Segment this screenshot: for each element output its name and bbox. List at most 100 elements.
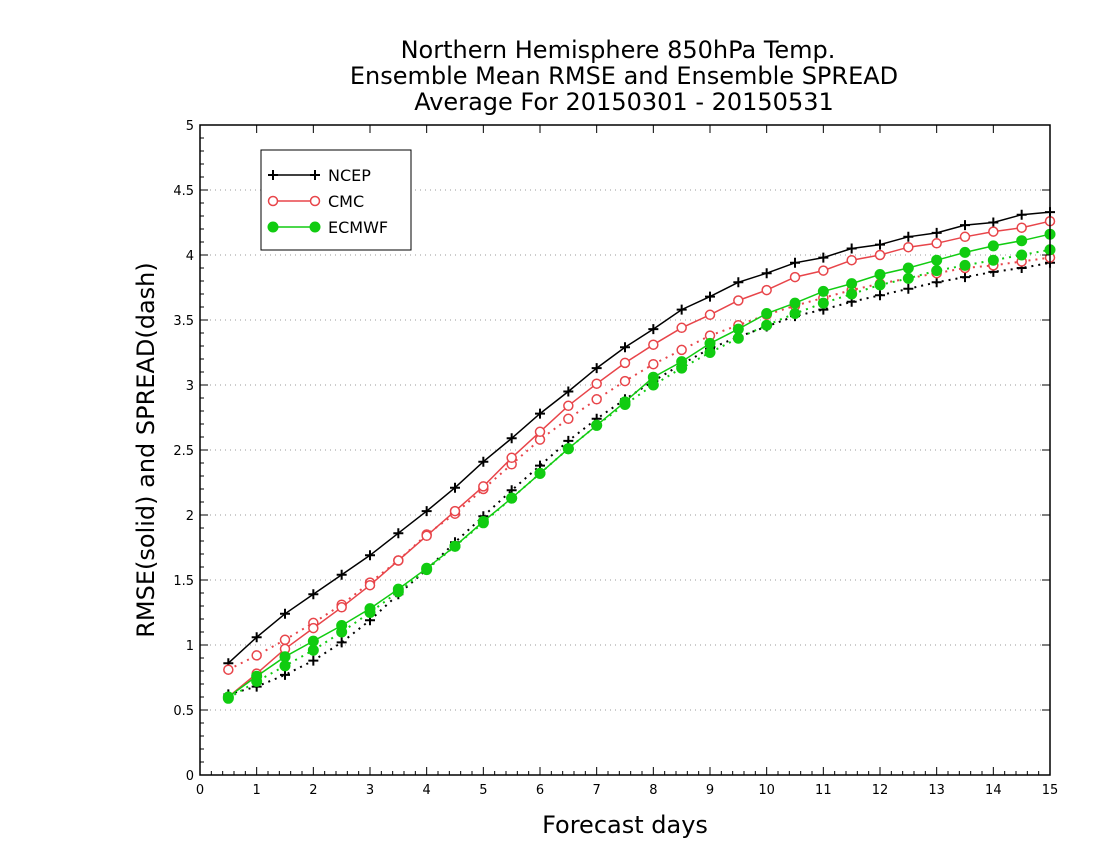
x-tick-label: 11 <box>815 783 832 798</box>
ncep-spread-point <box>875 290 885 301</box>
ecmwf-rmse-point <box>449 540 461 552</box>
ncep-rmse-point <box>591 363 602 374</box>
ncep-rmse-point <box>393 528 404 539</box>
y-tick-label: 4 <box>186 249 194 264</box>
cmc-rmse-point <box>874 249 886 261</box>
cmc-rmse-point <box>563 400 574 412</box>
ncep-rmse-point <box>251 632 262 643</box>
cmc-rmse-point <box>676 322 687 334</box>
ecmwf-spread-point <box>732 332 744 344</box>
cmc-rmse-point <box>789 271 801 283</box>
x-tick-label: 9 <box>706 783 714 798</box>
ecmwf-rmse-point <box>421 562 433 574</box>
ecmwf-rmse-point <box>647 371 659 383</box>
ncep-rmse-point <box>790 257 800 268</box>
x-tick-label: 15 <box>1042 783 1059 798</box>
ecmwf-rmse-point <box>1016 235 1028 247</box>
legend-label-ncep: NCEP <box>328 166 371 185</box>
ecmwf-spread-point <box>1016 249 1028 261</box>
ecmwf-rmse-point <box>931 254 943 266</box>
ncep-rmse-point <box>875 239 885 250</box>
ecmwf-rmse-point <box>591 419 603 431</box>
y-axis-label: RMSE(solid) and SPREAD(dash) <box>132 262 160 638</box>
series-ncep <box>223 207 1055 700</box>
cmc-rmse-point <box>449 505 461 517</box>
x-tick-label: 6 <box>536 783 544 798</box>
series-ecmwf <box>222 228 1056 704</box>
ncep-rmse-point <box>563 386 574 397</box>
cmc-rmse-line <box>227 220 1051 698</box>
ncep-rmse-point <box>761 268 772 279</box>
x-tick-label: 7 <box>593 783 601 798</box>
cmc-rmse-point <box>733 295 744 306</box>
cmc-rmse-point <box>704 309 716 321</box>
y-tick-label: 0.5 <box>173 704 194 719</box>
cmc-rmse-point <box>619 357 631 369</box>
cmc-rmse-point <box>336 602 347 613</box>
ncep-rmse-point <box>421 506 432 517</box>
ecmwf-spread-line <box>227 248 1051 700</box>
ecmwf-spread-point <box>704 347 716 358</box>
x-axis-ticks: 0 1 2 3 4 5 6 7 8 9 10 11 12 13 14 15 <box>196 125 1058 798</box>
ncep-rmse-point <box>733 277 744 288</box>
ecmwf-rmse-point <box>364 603 376 615</box>
ncep-spread-point <box>280 669 290 680</box>
ncep-rmse-point <box>450 482 460 493</box>
ecmwf-rmse-point <box>959 246 971 258</box>
cmc-rmse-point <box>393 555 404 566</box>
cmc-rmse-point <box>364 579 376 591</box>
legend-marker-cmc <box>267 195 279 207</box>
y-tick-label: 1 <box>186 639 194 654</box>
ecmwf-rmse-point <box>761 308 773 319</box>
x-tick-label: 10 <box>758 783 775 798</box>
x-tick-label: 12 <box>872 783 889 798</box>
legend-label-cmc: CMC <box>328 192 364 211</box>
ecmwf-rmse-point <box>902 262 914 274</box>
ecmwf-rmse-point <box>789 297 801 309</box>
ecmwf-rmse-line <box>227 233 1051 698</box>
ecmwf-spread-point <box>959 259 971 271</box>
ecmwf-spread-point <box>931 265 943 277</box>
cmc-spread-line <box>227 256 1051 671</box>
cmc-rmse-point <box>846 254 857 266</box>
ecmwf-spread-point <box>902 272 914 284</box>
ncep-rmse-point <box>960 220 970 231</box>
chart-title-line-3: Average For 20150301 - 20150531 <box>414 88 834 116</box>
cmc-rmse-point <box>591 378 602 389</box>
ecmwf-spread-point <box>279 660 291 672</box>
ncep-rmse-point <box>1016 209 1027 220</box>
cmc-rmse-point <box>478 481 489 492</box>
ecmwf-rmse-point <box>251 670 263 682</box>
ecmwf-rmse-point <box>987 240 999 252</box>
cmc-spread-point <box>223 664 234 675</box>
x-tick-label: 13 <box>928 783 945 798</box>
ncep-rmse-point <box>535 408 545 419</box>
ncep-rmse-point <box>308 589 319 600</box>
ecmwf-rmse-point <box>534 467 546 479</box>
legend-marker-ecmwf <box>309 221 321 233</box>
ncep-rmse-point <box>620 342 630 353</box>
ecmwf-rmse-point <box>336 620 348 631</box>
ncep-spread-point <box>308 655 319 666</box>
plot-series <box>222 207 1056 704</box>
cmc-rmse-point <box>903 241 914 253</box>
cmc-rmse-point <box>1016 222 1027 233</box>
x-tick-label: 2 <box>309 783 317 798</box>
ncep-rmse-point <box>280 608 290 619</box>
ncep-spread-point <box>960 272 970 283</box>
ecmwf-rmse-point <box>874 269 886 280</box>
cmc-rmse-point <box>648 339 659 350</box>
cmc-spread-point <box>563 413 574 425</box>
ecmwf-rmse-point <box>562 443 574 455</box>
cmc-spread-point <box>251 650 262 661</box>
x-tick-label: 8 <box>649 783 657 798</box>
x-axis-label: Forecast days <box>542 811 708 839</box>
ncep-spread-line <box>228 261 1051 696</box>
ncep-spread-point <box>931 277 942 288</box>
ecmwf-spread-point <box>846 288 858 300</box>
y-tick-label: 4.5 <box>173 184 194 199</box>
x-tick-label: 0 <box>196 783 204 798</box>
ecmwf-rmse-point <box>846 278 858 290</box>
legend-label-ecmwf: ECMWF <box>328 218 388 237</box>
